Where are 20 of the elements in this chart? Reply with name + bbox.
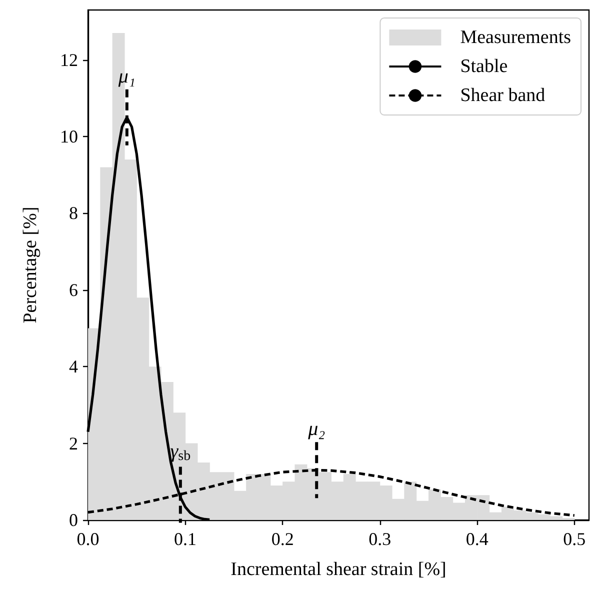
x-axis-title: Incremental shear strain [%] <box>230 559 446 580</box>
legend-label: Stable <box>460 56 508 77</box>
legend-label: Measurements <box>460 27 572 48</box>
y-tick-label: 4 <box>69 356 78 377</box>
x-tick-label: 0.3 <box>368 529 392 549</box>
x-tick-label: 0.2 <box>271 529 294 549</box>
x-tick-label: 0.1 <box>174 529 197 549</box>
x-tick-label: 0.4 <box>466 529 488 549</box>
x-tick-label: 0.0 <box>76 529 100 549</box>
legend-label: Shear band <box>460 85 546 106</box>
x-tick-label: 0.5 <box>563 529 586 549</box>
y-tick-label: 8 <box>69 203 78 224</box>
annotation: μ₁ <box>117 65 136 88</box>
y-tick-label: 10 <box>60 126 78 147</box>
y-tick-label: 2 <box>69 433 78 454</box>
annotation: μ₂ <box>307 418 326 440</box>
y-tick-label: 6 <box>69 280 78 300</box>
y-tick-label: 0 <box>69 510 78 530</box>
y-tick-label: 12 <box>60 50 78 70</box>
y-axis-title: Percentage [%] <box>20 206 41 324</box>
